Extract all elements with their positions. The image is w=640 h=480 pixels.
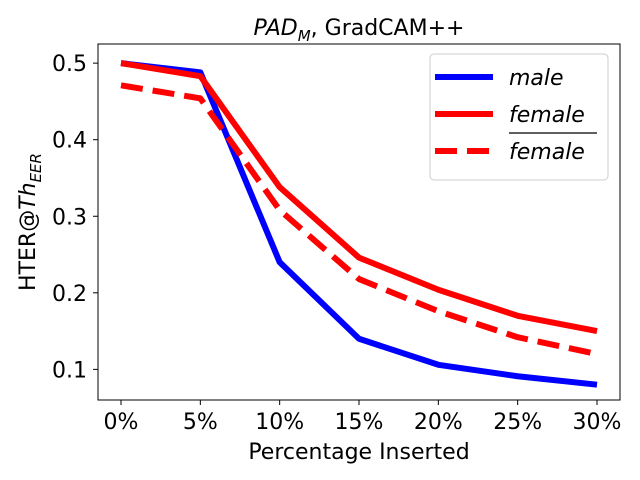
x-tick-label: 5% — [183, 410, 218, 435]
chart-title: PADM, GradCAM++ — [254, 16, 465, 45]
x-tick-label: 25% — [493, 410, 542, 435]
x-axis-label: Percentage Inserted — [248, 440, 469, 465]
series-layer — [120, 60, 598, 388]
series-line-1 — [120, 60, 598, 335]
y-tick-label: 0.2 — [52, 282, 87, 307]
x-tick-label: 10% — [255, 410, 304, 435]
y-tick-label: 0.4 — [52, 129, 87, 154]
y-axis: 0.1 0.2 0.3 0.4 0.5 — [52, 52, 98, 383]
legend-label: female — [509, 103, 585, 128]
legend-label: female — [509, 140, 585, 165]
series-line-0 — [120, 60, 598, 388]
x-axis: 0% 5% 10% 15% 20% 25% 30% — [104, 400, 622, 435]
x-tick-label: 30% — [573, 410, 622, 435]
legend: male female female — [429, 53, 609, 181]
y-axis-label: HTER@ThEER — [16, 153, 45, 291]
legend-label: male — [509, 66, 564, 91]
x-tick-label: 15% — [335, 410, 384, 435]
y-tick-label: 0.5 — [52, 52, 87, 77]
y-tick-label: 0.3 — [52, 205, 87, 230]
x-tick-label: 0% — [104, 410, 139, 435]
series-line-2 — [120, 82, 598, 357]
y-tick-label: 0.1 — [52, 358, 87, 383]
x-tick-label: 20% — [414, 410, 463, 435]
